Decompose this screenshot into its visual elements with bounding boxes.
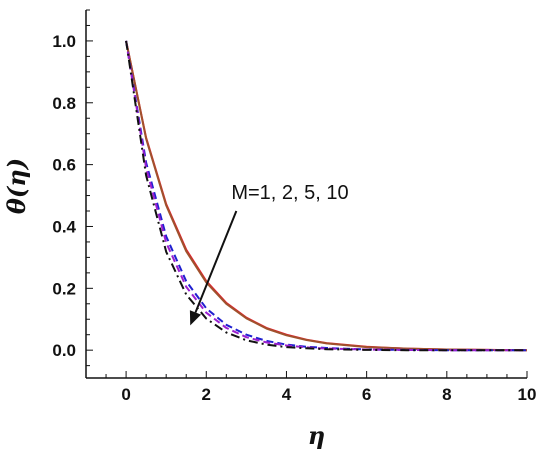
x-tick-label: 10: [518, 385, 537, 404]
y-tick-label: 0.6: [52, 156, 76, 175]
annotation-label: M=1, 2, 5, 10: [231, 182, 348, 204]
annotation-arrowhead: [189, 310, 202, 326]
series-line-4: [125, 40, 527, 352]
y-tick-label: 1.0: [52, 32, 76, 51]
series-line-5: [125, 40, 527, 352]
x-axis-label: η: [308, 421, 325, 450]
axes: 0 2 4 6 8 10 0.0 0.2 0.4 0.6 0.8 1.0: [52, 9, 537, 404]
x-tick-label: 8: [442, 385, 451, 404]
x-tick-label: 2: [202, 385, 211, 404]
y-tick-label: 0.0: [52, 341, 76, 360]
y-axis-label: θ(η): [2, 158, 31, 214]
y-tick-label: 0.4: [52, 217, 76, 236]
series-layer: [125, 40, 528, 352]
annotation-arrow: [194, 210, 238, 313]
y-tick-label: 0.8: [52, 94, 76, 113]
x-tick-label: 6: [362, 385, 371, 404]
annotation-layer: M=1, 2, 5, 10: [189, 182, 349, 326]
x-tick-label: 0: [121, 385, 130, 404]
x-tick-label: 4: [282, 385, 292, 404]
y-tick-label: 0.2: [52, 279, 76, 298]
